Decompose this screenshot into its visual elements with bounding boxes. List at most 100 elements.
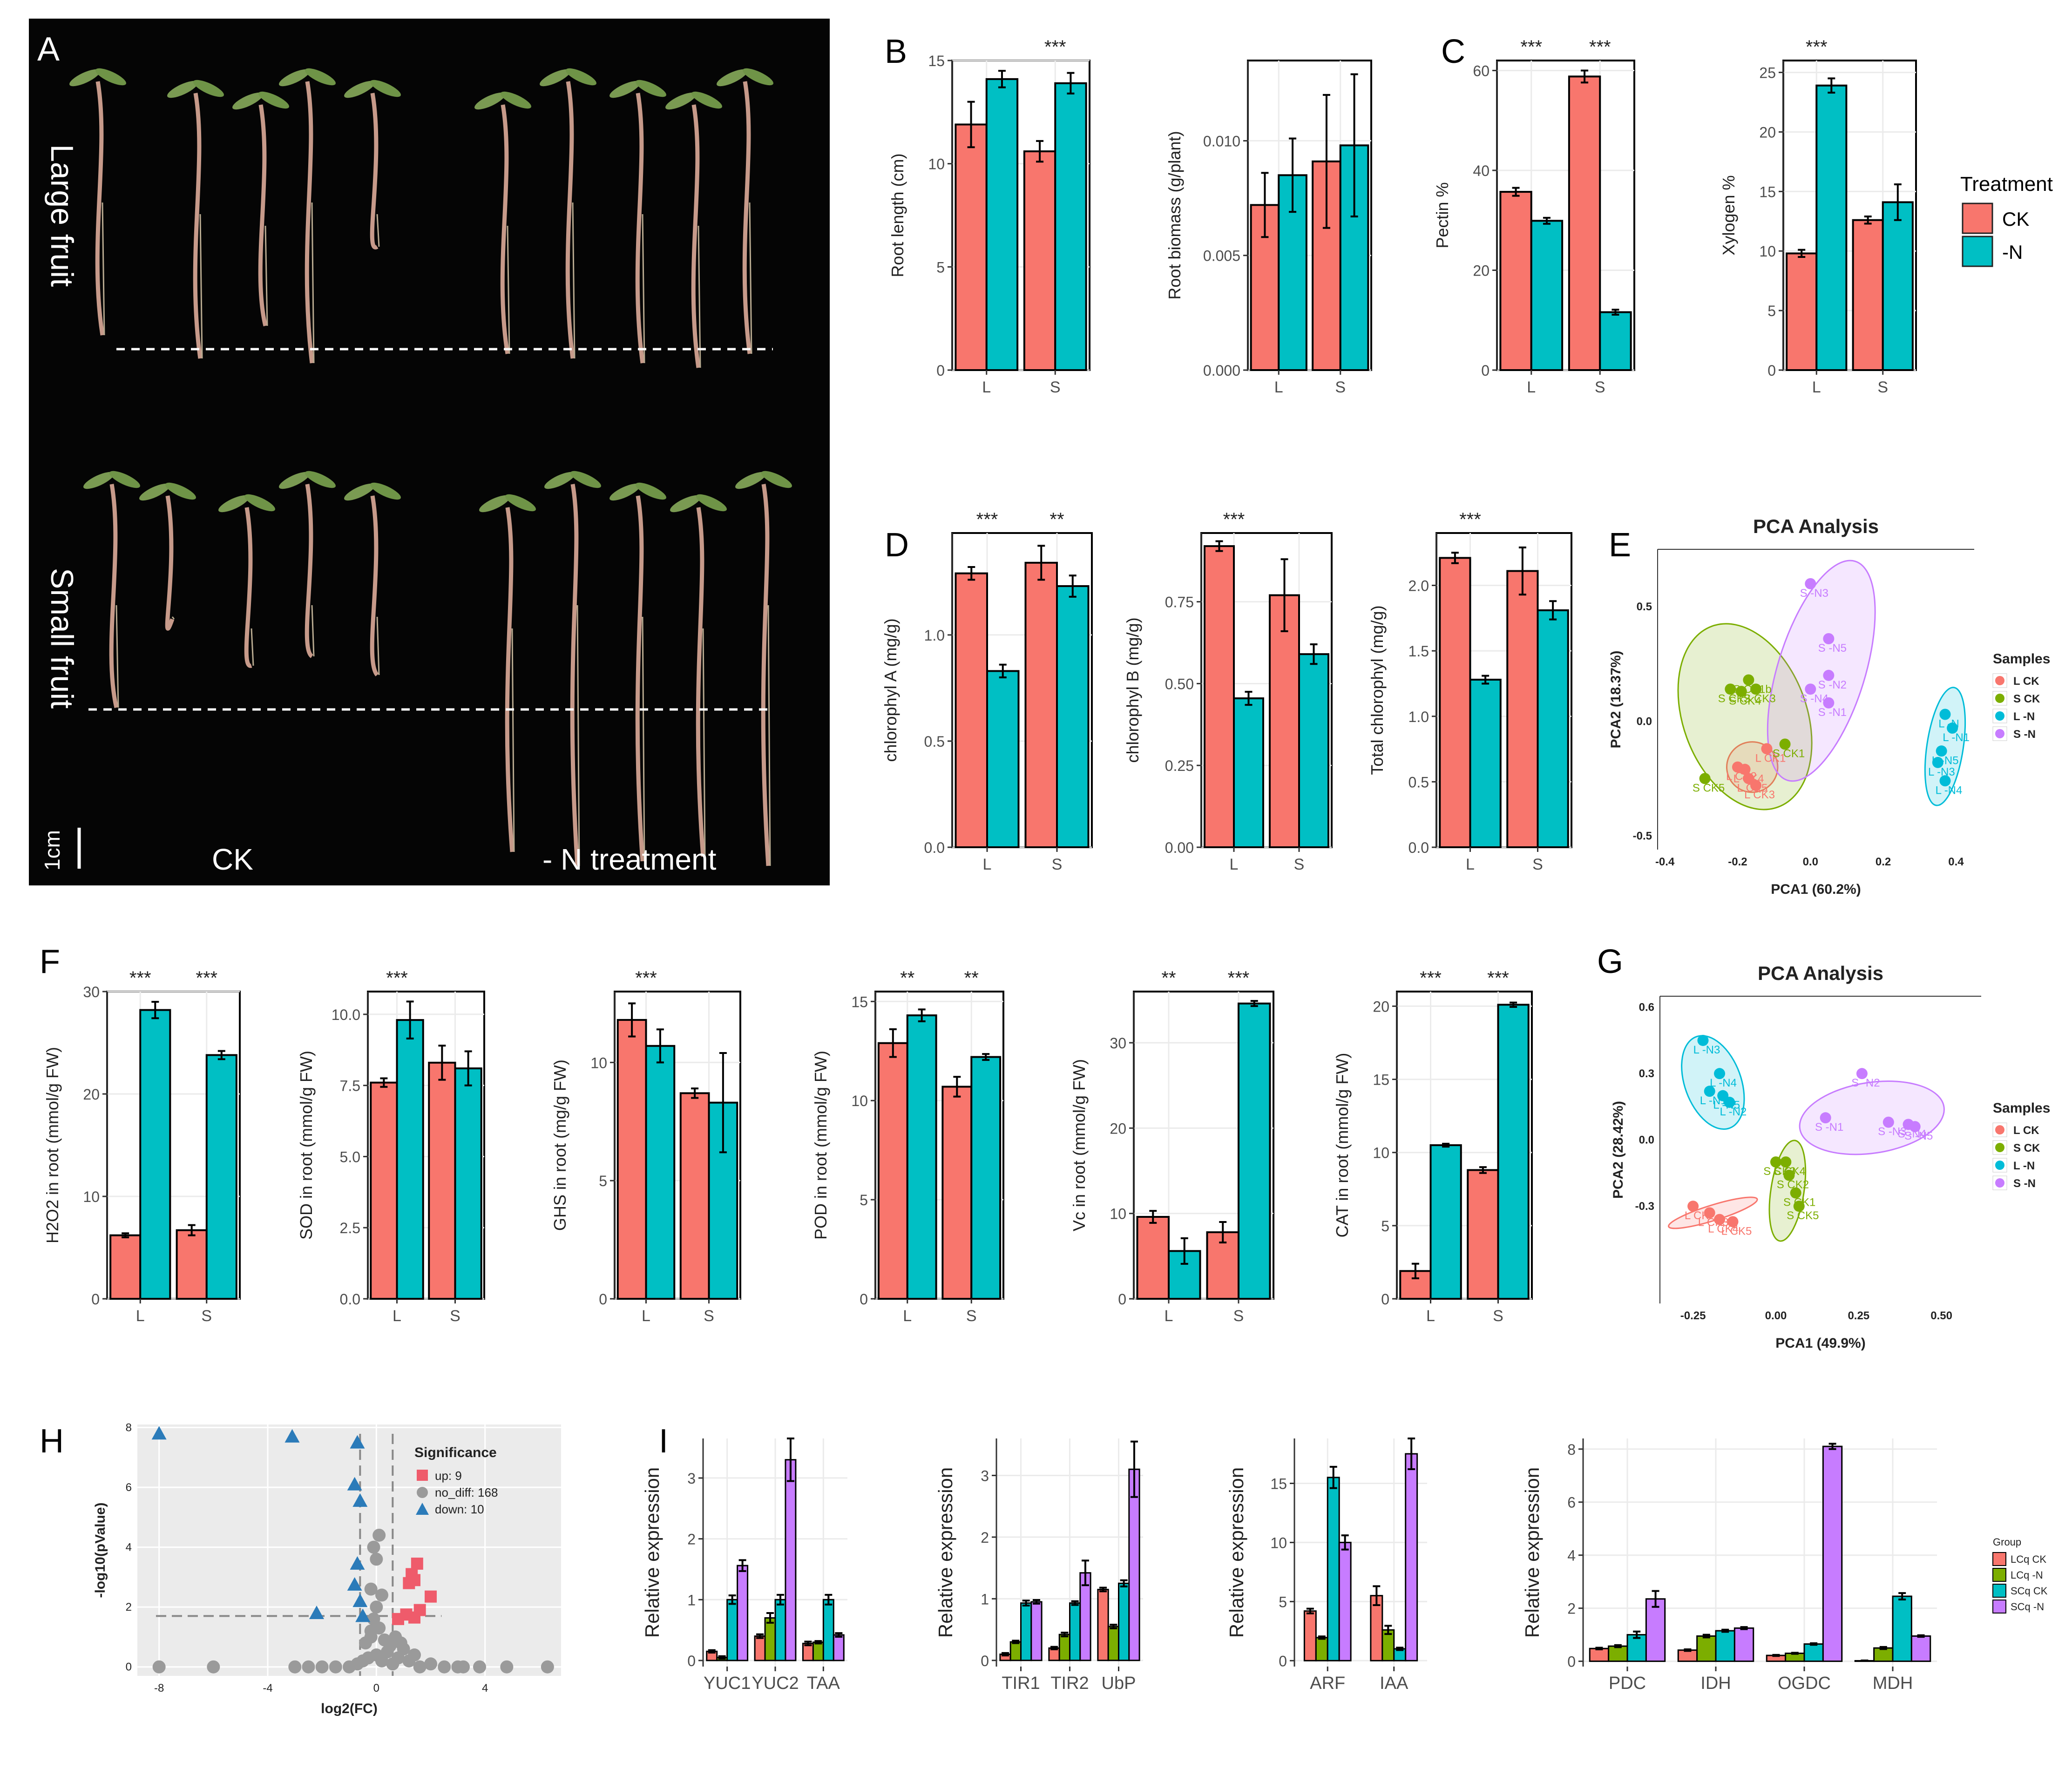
- sample-label: S -N5: [1818, 642, 1847, 655]
- y-tick-label: 3: [981, 1467, 989, 1484]
- sample-point: [1739, 763, 1751, 775]
- y-tick-label: 7.5: [340, 1078, 360, 1094]
- point-up: [408, 1611, 420, 1624]
- y-tick-label: 25: [1759, 65, 1776, 81]
- seedling-root: [251, 628, 254, 666]
- y-tick-label: 10: [590, 1054, 607, 1071]
- significance-label: **: [1050, 509, 1064, 530]
- point-no-diff: [438, 1660, 451, 1674]
- y-tick-label: 15: [1373, 1072, 1389, 1088]
- y-tick-label: 15: [1759, 183, 1776, 200]
- bar--N-S: [1054, 82, 1087, 371]
- seedling-leaf: [279, 472, 310, 489]
- point-no-diff: [372, 1528, 386, 1542]
- point-no-diff: [367, 1612, 380, 1626]
- seedling-stem: [565, 81, 575, 359]
- seedling-leaf: [83, 472, 114, 489]
- seedling-leaf: [218, 495, 249, 513]
- panel-label-d: D: [885, 527, 909, 564]
- bar-LCq-CK-UbP: [1097, 1588, 1109, 1661]
- bar--N-L: [1815, 84, 1848, 371]
- x-tick-label: S: [704, 1307, 714, 1325]
- bar--N-S: [1238, 1002, 1271, 1300]
- y-axis-label: PCA2 (28.42%): [1611, 1101, 1626, 1199]
- y-axis-label: GHS in root (mg/g FW): [550, 1060, 569, 1231]
- seedling-stem: [370, 495, 379, 676]
- x-tick-label: L: [1426, 1307, 1435, 1325]
- sample-label: L CK3: [1744, 789, 1775, 801]
- point-no-diff: [370, 1600, 383, 1614]
- bar-LCq--N-MDH: [1873, 1647, 1894, 1662]
- y-tick-label: 1.0: [1408, 709, 1429, 725]
- x-tick-label: S: [966, 1307, 977, 1325]
- y-tick-label: 1: [981, 1591, 989, 1607]
- bar-LCq--N-TIR2: [1058, 1634, 1070, 1661]
- bar-CK-L: [616, 1019, 647, 1300]
- y-tick-label: 5: [936, 259, 945, 276]
- bar-CK-L: [370, 1081, 398, 1300]
- bar-CK-L: [1136, 1216, 1170, 1300]
- x-tick-label: OGDC: [1778, 1674, 1831, 1693]
- x-tick-label: IAA: [1380, 1674, 1408, 1693]
- photo-background: [29, 19, 830, 885]
- x-tick-label: S: [1294, 856, 1305, 873]
- legend-swatch-ck: [1962, 203, 1993, 234]
- panel-label-g: G: [1597, 943, 1623, 980]
- point-down: [352, 1493, 368, 1507]
- seedling-leaf: [636, 80, 666, 97]
- x-tick-label: S: [1052, 856, 1063, 873]
- significance-label: ***: [1520, 37, 1542, 57]
- seedling-root: [376, 214, 380, 247]
- sample-point: [1882, 1116, 1894, 1128]
- seedling-leaf: [232, 92, 263, 110]
- y-tick-label: 2.0: [1408, 578, 1429, 594]
- group-legend-label: LCq -N: [2011, 1569, 2043, 1581]
- significance-label: ***: [1044, 37, 1066, 57]
- y-tick-label: 0.005: [1203, 248, 1240, 264]
- sample-point: [1714, 1214, 1726, 1225]
- chart-h2o2: 0 10 20 30 L S H2O2 in root (mmol/g FW) *** ***: [43, 968, 241, 1325]
- seedling-stem: [635, 495, 645, 862]
- bar-CK-L: [955, 572, 988, 848]
- seedling-leaf: [696, 494, 727, 512]
- x-tick-label: -4: [263, 1682, 272, 1694]
- y-tick-label: 0: [1381, 1291, 1389, 1308]
- x-tick-label: L: [1812, 378, 1821, 396]
- y-tick-label: 0: [981, 1653, 989, 1669]
- group-legend-label: SCq CK: [2011, 1585, 2048, 1597]
- seedling-leaf: [95, 68, 126, 86]
- sample-label: L -N3: [1693, 1044, 1720, 1056]
- sample-point: [1939, 775, 1951, 787]
- samples-legend-label: L CK: [2013, 675, 2039, 688]
- samples-legend-label: S CK: [2013, 1142, 2040, 1154]
- y-tick-label: 5: [1279, 1593, 1287, 1610]
- chart-xylogen: 0 5 10 15 20 25 L S Xylogen % ***: [1719, 37, 1917, 396]
- y-tick-label: 0: [126, 1661, 132, 1674]
- point-no-diff: [394, 1636, 407, 1650]
- x-tick-label: -0.25: [1680, 1310, 1706, 1322]
- samples-legend-label: L -N: [2013, 1160, 2035, 1172]
- point-no-diff: [367, 1540, 380, 1554]
- y-axis-label: Relative expression: [1521, 1467, 1543, 1638]
- bar-SCq-CK-UbP: [1118, 1582, 1130, 1661]
- y-axis-label: Root length (cm): [888, 153, 907, 277]
- legend-point: [1995, 1161, 2004, 1170]
- point-down: [350, 1435, 365, 1449]
- sample-label: S -N2: [1818, 679, 1847, 691]
- seedling-stem: [370, 93, 379, 250]
- bar-CK-L: [109, 1234, 142, 1300]
- sample-point: [1743, 674, 1754, 686]
- legend-down-key: [416, 1503, 429, 1515]
- sample-point: [1735, 686, 1747, 697]
- significance-label: ***: [1459, 509, 1481, 530]
- significance-label: ***: [196, 968, 217, 988]
- legend-down-label: down: 10: [435, 1502, 484, 1516]
- seedling-stem: [691, 104, 701, 368]
- y-tick-label: 10.0: [332, 1006, 360, 1023]
- bar-LCq--N-ARF: [1315, 1637, 1328, 1661]
- sample-point: [1687, 1201, 1699, 1212]
- bar--N-L: [1530, 220, 1564, 371]
- bar--N-L: [986, 670, 1020, 849]
- y-tick-label: 6: [126, 1481, 132, 1494]
- x-tick-label: S: [1335, 378, 1346, 396]
